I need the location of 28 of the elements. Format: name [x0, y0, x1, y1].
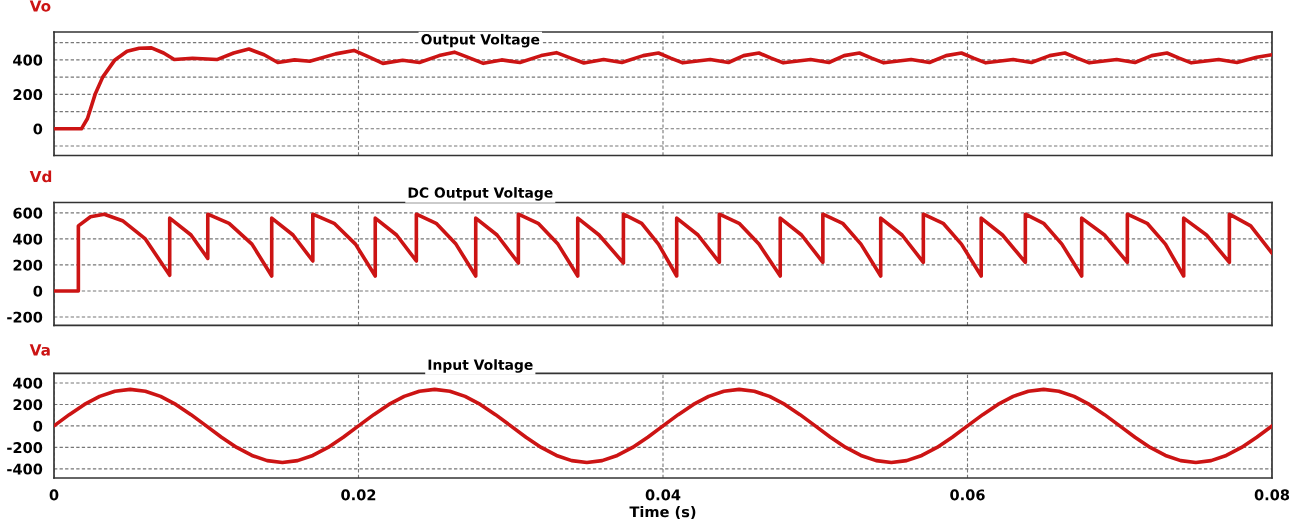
y-tick-label: 400 [13, 233, 43, 245]
x-axis-title: Time (s) [629, 506, 696, 520]
chart-title: DC Output Voltage [408, 187, 553, 201]
chart-title: Input Voltage [428, 359, 533, 373]
y-tick-label: 200 [13, 399, 43, 411]
y-tick-label: -400 [7, 463, 43, 475]
x-tick-label: 0.06 [950, 489, 985, 501]
text: Vo [29, 0, 51, 12]
y-tick-label: 0 [33, 123, 43, 135]
line-series [54, 387, 1272, 465]
chart-title: Output Voltage [421, 33, 540, 48]
y-tick-label: 400 [13, 54, 43, 66]
y-tick-label: 600 [13, 207, 43, 219]
x-tick-label: 0 [49, 489, 59, 501]
y-tick-label: 200 [13, 259, 43, 271]
y-tick-label: 0 [33, 285, 43, 297]
x-tick-label: 0.02 [341, 489, 376, 501]
y-tick-label: 0 [33, 420, 43, 432]
text: Va [29, 344, 50, 356]
line-series [54, 46, 1272, 131]
y-tick-label: 400 [13, 377, 43, 389]
x-tick-label: 0.08 [1254, 489, 1290, 501]
text: Vd [29, 170, 52, 183]
x-tick-label: 0.04 [645, 489, 681, 501]
y-tick-label: 200 [13, 89, 43, 101]
line-series [54, 212, 1272, 293]
y-tick-label: -200 [7, 442, 43, 454]
y-tick-label: -200 [7, 311, 43, 323]
